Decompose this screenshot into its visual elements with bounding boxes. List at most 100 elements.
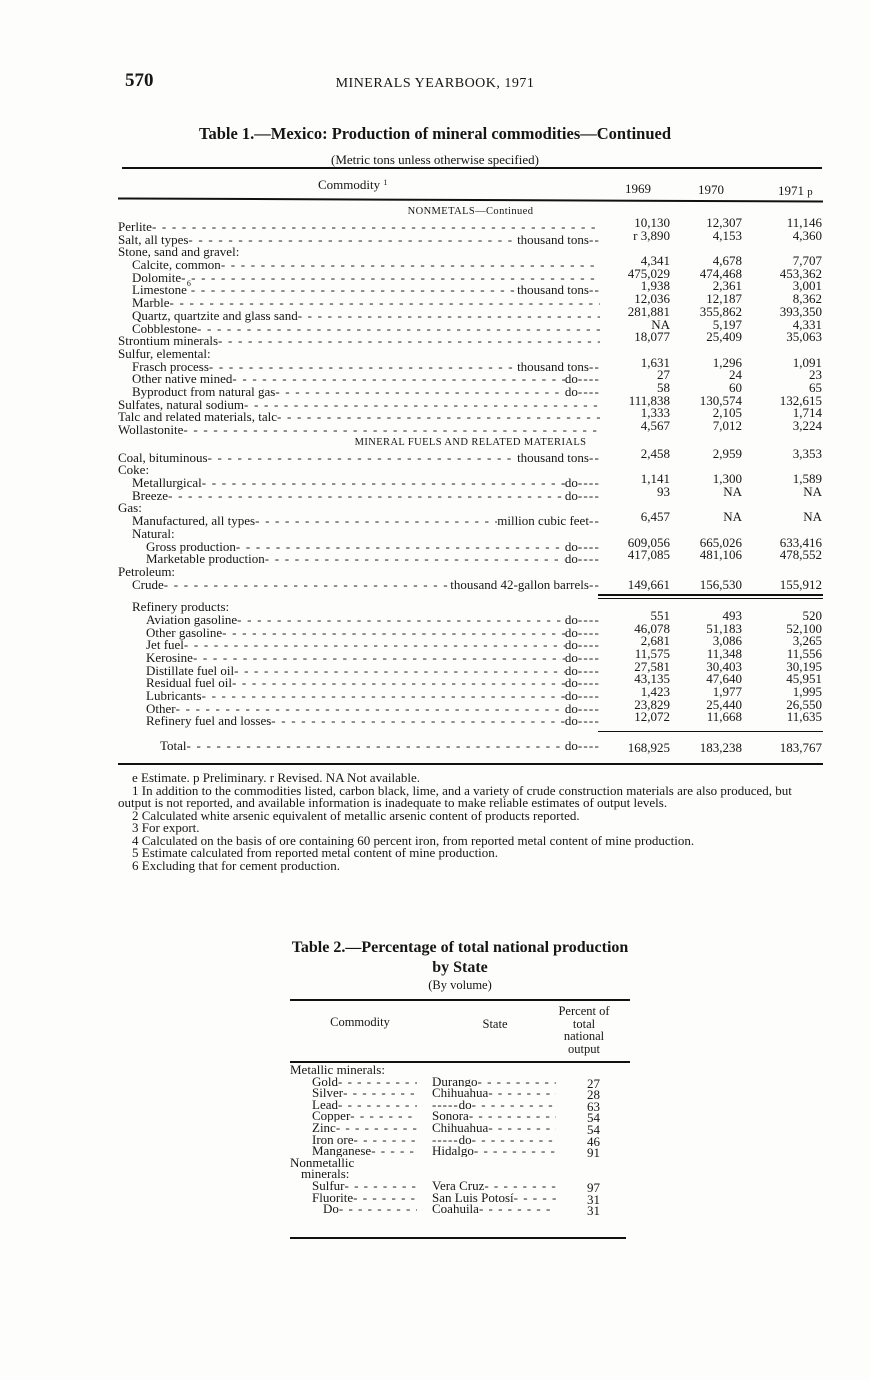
commodity-cell: Manganese- - - - - - - - - - - - - - - -… xyxy=(290,1145,417,1157)
commodity-cell: Do- - - - - - - - - - - - - - - - - - - … xyxy=(290,1203,417,1215)
table-row: Refinery fuel and losses - - - - - - - - … xyxy=(118,711,823,728)
value-1971: 3,353 xyxy=(792,445,822,461)
value-1969: 58 xyxy=(657,379,670,395)
table1-top-rule xyxy=(122,167,822,169)
value-1971: 1,714 xyxy=(792,405,822,421)
unit: thousand tons xyxy=(517,449,589,465)
dot-leader: - - - - - - - - - - - - - - - - - - - - … xyxy=(231,677,565,691)
commodity-name: Lubricants xyxy=(146,688,202,704)
dot-leader: ---- xyxy=(577,538,600,554)
commodity-name: Calcite, common xyxy=(132,257,221,273)
table-row: Cobblestone - - - - - - - - - - - - - - -… xyxy=(118,318,823,336)
commodity-name: Kerosine xyxy=(146,650,193,665)
unit: million cubic feet xyxy=(497,513,589,529)
row-label: Salt, all types - - - - - - - - - - - - -… xyxy=(118,233,600,247)
value-1969: 609,056 xyxy=(627,534,670,550)
state-name: Coahuila xyxy=(432,1203,479,1215)
commodity-cell: Fluorite- - - - - - - - - - - - - - - - … xyxy=(290,1192,417,1204)
state-name: do xyxy=(458,1098,472,1111)
table-row: Salt, all types - - - - - - - - - - - - -… xyxy=(118,229,823,247)
commodity-name: Gross production xyxy=(146,538,236,554)
value-1970: 355,862 xyxy=(699,303,742,319)
table-row: minerals: xyxy=(290,1168,630,1180)
col-1971-label: 1971 xyxy=(778,183,804,198)
commodity-name: Natural: xyxy=(132,525,175,541)
value-1970: 5,197 xyxy=(712,316,742,332)
state-cell: Hidalgo- - - - - - - - - - - - - - - - -… xyxy=(432,1145,556,1157)
state-name: Sonora xyxy=(432,1110,469,1122)
value-1970: 130,574 xyxy=(699,392,742,408)
row-label: Refinery fuel and losses - - - - - - - - … xyxy=(118,715,600,728)
value-1969: 6,457 xyxy=(640,509,670,525)
commodity-name: Refinery fuel and losses xyxy=(146,713,272,729)
value-1970: 60 xyxy=(729,379,742,395)
table2-body: Metallic minerals:Gold- - - - - - - - - … xyxy=(290,1064,630,1217)
dot-leader: -- xyxy=(588,576,600,592)
value-1969: 27 xyxy=(657,367,670,383)
value-1969: 43,135 xyxy=(634,671,670,687)
table-row: Limestone 6- - - - - - - - - - - - - - -… xyxy=(118,280,823,297)
commodity-name: Copper xyxy=(312,1110,351,1122)
value-1970: 30,403 xyxy=(706,658,742,674)
value-1971: 11,635 xyxy=(786,709,822,725)
table-row: Manganese- - - - - - - - - - - - - - - -… xyxy=(290,1145,630,1159)
table2-header-rule xyxy=(290,1061,630,1063)
commodity-name: Other xyxy=(146,700,176,716)
table-row: Byproduct from natural gas - - - - - - - … xyxy=(118,381,823,399)
table-row: Metallic minerals: xyxy=(290,1064,630,1076)
table1-subtitle: (Metric tons unless otherwise specified) xyxy=(331,152,539,167)
footnote: 2 Calculated white arsenic equivalent of… xyxy=(132,807,580,823)
value-1971: 478,552 xyxy=(779,547,822,563)
dot-leader: - - - - - - - - - - - - - - - - - - - - … xyxy=(484,1179,556,1192)
state-name: Durango xyxy=(432,1075,478,1088)
commodity-name: Crude xyxy=(132,576,164,592)
dot-leader: - - - - - - - - - - - - - - - - - - - - … xyxy=(235,540,565,554)
row-label: Aviation gasoline - - - - - - - - - - - -… xyxy=(118,611,600,627)
value-1969: 281,881 xyxy=(627,303,670,319)
commodity-name: Byproduct from natural gas xyxy=(132,383,276,399)
dot-leader: - - - - - - - - - - - - - - - - - - - - … xyxy=(468,1110,556,1122)
commodity-name: Wollastonite xyxy=(118,422,184,437)
value-1970: 665,026 xyxy=(699,534,742,550)
commodity-cell: Silver- - - - - - - - - - - - - - - - - … xyxy=(290,1087,417,1099)
value-1971: 45,951 xyxy=(786,671,822,687)
commodity-cell: Zinc- - - - - - - - - - - - - - - - - - … xyxy=(290,1122,417,1134)
footnote: 1 In addition to the commodities listed,… xyxy=(118,782,792,810)
dot-leader: ---- xyxy=(577,611,600,627)
dot-leader: - - - - - - - - - - - - - - - - - - - - … xyxy=(337,1098,417,1111)
commodity-name: Manufactured, all types xyxy=(132,513,256,529)
table-row: Copper - - - - - - - - - - - - - - - - - … xyxy=(290,1110,630,1124)
table-row: Sulfur- - - - - - - - - - - - - - - - - … xyxy=(290,1179,630,1194)
row-label: Limestone 6- - - - - - - - - - - - - - -… xyxy=(118,280,600,297)
row-label: Quartz, quartzite and glass sand - - - - … xyxy=(118,309,600,323)
commodity-name: Cobblestone xyxy=(132,320,197,336)
footnote: e Estimate. p Preliminary. r Revised. NA… xyxy=(132,770,420,785)
dot-leader: ---- xyxy=(577,662,600,678)
state-name: Vera Cruz xyxy=(432,1179,485,1192)
value-1971: 23 xyxy=(809,367,822,383)
table2-title: Table 2.—Percentage of total national pr… xyxy=(291,939,629,976)
value-1971: 1,091 xyxy=(792,354,822,370)
unit: do xyxy=(564,487,578,503)
table-row: Petroleum: xyxy=(118,565,823,579)
value-1971: 1,995 xyxy=(792,684,822,700)
row-label: Coke: xyxy=(118,464,600,477)
state-name: Hidalgo xyxy=(432,1145,474,1157)
table-row: Fluorite- - - - - - - - - - - - - - - - … xyxy=(290,1192,630,1206)
rule-line xyxy=(598,597,823,600)
commodity-name: Marble xyxy=(132,295,170,311)
dot-leader: - - - - - - - - - - - - - - - - - - - - … xyxy=(169,297,600,310)
row-label: Residual fuel oil - - - - - - - - - - - -… xyxy=(118,677,600,690)
table-row: Marketable production - - - - - - - - - -… xyxy=(118,548,823,566)
table-row: Zinc- - - - - - - - - - - - - - - - - - … xyxy=(290,1122,630,1136)
value-1971: NA xyxy=(803,509,822,525)
row-label: Cobblestone - - - - - - - - - - - - - - -… xyxy=(118,320,600,336)
dot-leader: ----- xyxy=(432,1133,459,1146)
row-label: Petroleum: xyxy=(118,565,600,579)
commodity-name: Iron ore xyxy=(312,1133,354,1146)
commodity-name: Jet fuel xyxy=(146,637,184,653)
row-label: Sulfates, natural sodium - - - - - - - - … xyxy=(118,398,600,412)
table-row: Residual fuel oil - - - - - - - - - - - -… xyxy=(118,673,823,690)
col-commodity-label: Commodity xyxy=(318,177,381,192)
row-label: Frasch process - - - - - - - - - - - - - … xyxy=(118,360,600,374)
